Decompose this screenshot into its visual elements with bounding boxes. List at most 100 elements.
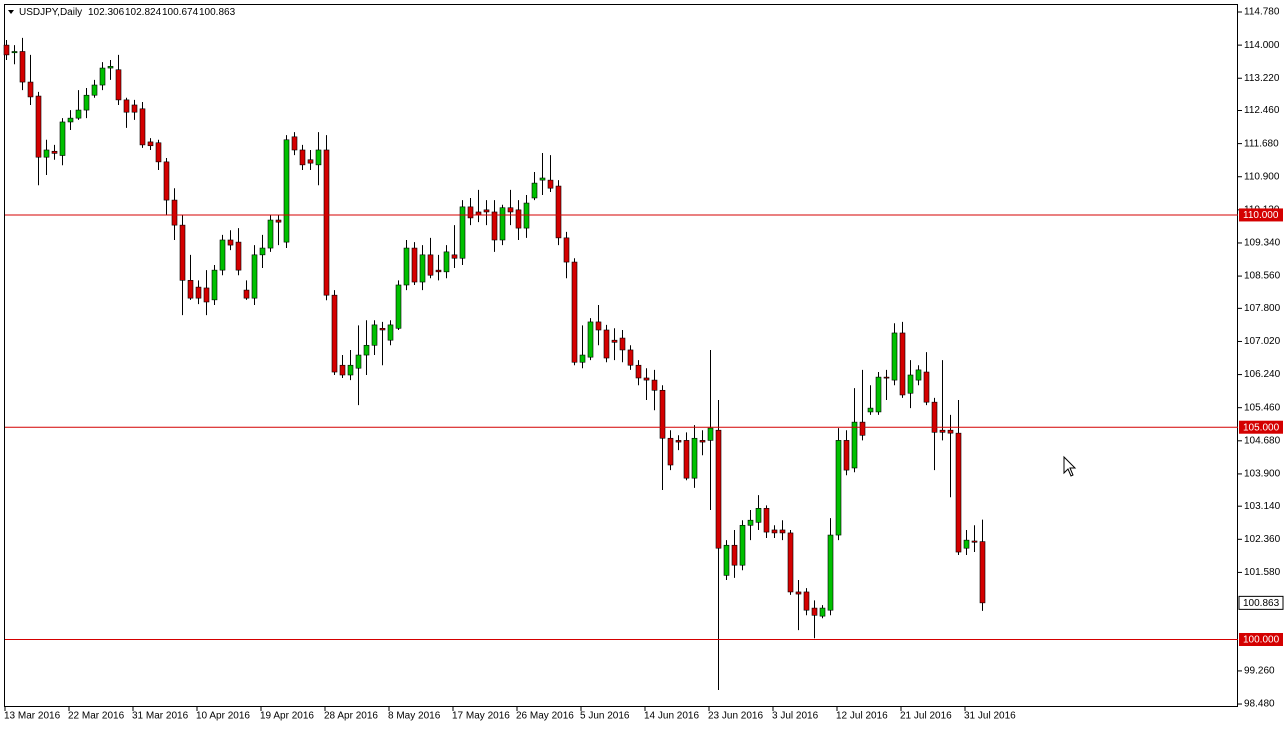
candle-body: [59, 121, 66, 156]
y-tick-label: 114.000: [1244, 40, 1280, 51]
candle-body: [451, 254, 458, 259]
candle-body: [811, 607, 818, 616]
candle-body: [35, 95, 42, 158]
candle-body: [531, 182, 538, 199]
y-tick-label: 103.900: [1244, 469, 1281, 480]
candle-body: [507, 207, 514, 213]
candle-body: [411, 247, 418, 283]
x-tick-label: 8 May 2016: [388, 711, 441, 722]
candle-body: [955, 432, 962, 553]
candle-body: [467, 206, 474, 219]
candle-body: [131, 104, 138, 113]
candle-body: [715, 429, 722, 549]
candle-body: [91, 84, 98, 96]
candle-body: [275, 219, 282, 223]
candle-body: [499, 207, 506, 241]
line-label: 105.000: [1243, 422, 1280, 433]
candle-body: [147, 141, 154, 147]
x-tick-label: 5 Jun 2016: [580, 711, 630, 722]
candle-body: [803, 591, 810, 611]
candle-body: [363, 344, 370, 356]
y-tick-label: 101.580: [1244, 567, 1281, 578]
line-label-bg: [1239, 208, 1283, 222]
candle-body: [627, 349, 634, 366]
candle-body: [931, 401, 938, 433]
y-tick-label: 103.140: [1244, 501, 1281, 512]
candle-body: [555, 185, 562, 239]
candle-body: [243, 289, 250, 299]
y-tick-label: 98.480: [1244, 699, 1275, 710]
y-tick-label: 107.020: [1244, 336, 1281, 347]
candle-body: [731, 544, 738, 566]
menu-arrow[interactable]: [8, 10, 14, 14]
candle-body: [99, 67, 106, 86]
header-low: 100.674: [162, 7, 199, 18]
candle-body: [163, 161, 170, 201]
last-price-label: 100.863: [1243, 598, 1280, 609]
candle-body: [355, 354, 362, 369]
candle-body: [603, 329, 610, 359]
candle-body: [459, 206, 466, 259]
candle-body: [27, 81, 34, 98]
candle-body: [779, 529, 786, 534]
candle-body: [747, 519, 754, 526]
candle-body: [819, 607, 826, 617]
candle-body: [339, 364, 346, 376]
candle-body: [787, 532, 794, 593]
candle-body: [795, 591, 802, 595]
candle-body: [75, 109, 82, 119]
last-price-bg: [1238, 595, 1284, 610]
header-high: 102.824: [125, 7, 162, 18]
candle-body: [947, 429, 954, 434]
candle-body: [939, 429, 946, 433]
candle-body: [659, 389, 666, 439]
y-tick-label: 106.240: [1244, 369, 1281, 380]
x-tick-label: 21 Jul 2016: [900, 711, 952, 722]
candle-body: [435, 269, 442, 273]
candle-body: [571, 261, 578, 363]
x-tick-label: 28 Apr 2016: [324, 711, 378, 722]
candle-body: [667, 437, 674, 466]
candle-body: [539, 177, 546, 181]
line-label-bg: [1239, 420, 1283, 434]
candle-body: [227, 239, 234, 246]
candle-body: [299, 149, 306, 166]
candle-body: [139, 108, 146, 146]
candle-body: [331, 294, 338, 373]
candle-body: [763, 508, 770, 533]
line-label: 110.000: [1243, 210, 1279, 221]
candle-body: [899, 332, 906, 396]
candle-body: [19, 51, 26, 83]
symbol: USDJPY,Daily: [19, 7, 82, 18]
candle-body: [691, 437, 698, 479]
candle-body: [611, 339, 618, 343]
plot-frame: [4, 4, 1238, 707]
y-tick-label: 107.800: [1244, 303, 1281, 314]
x-tick-label: 12 Jul 2016: [836, 711, 888, 722]
candle-body: [547, 179, 554, 189]
x-tick-label: 31 Mar 2016: [132, 711, 189, 722]
candle-body: [675, 440, 682, 443]
candle-body: [11, 51, 18, 54]
candle-body: [235, 241, 242, 271]
y-tick-label: 108.560: [1244, 271, 1281, 282]
candle-body: [323, 149, 330, 296]
candle-body: [187, 280, 194, 299]
candle-body: [643, 377, 650, 381]
candle-body: [379, 327, 386, 331]
candle-body: [3, 44, 10, 56]
candle-body: [43, 149, 50, 158]
candle-body: [835, 440, 842, 536]
candle-body: [595, 321, 602, 331]
candle-body: [867, 407, 874, 413]
candle-body: [427, 254, 434, 276]
candle-body: [443, 251, 450, 273]
candle-body: [891, 332, 898, 381]
candle-body: [515, 209, 522, 229]
candle-body: [211, 269, 218, 301]
line-label-bg: [1239, 632, 1283, 646]
header-close: 100.863: [199, 7, 236, 18]
candle-body: [563, 237, 570, 263]
